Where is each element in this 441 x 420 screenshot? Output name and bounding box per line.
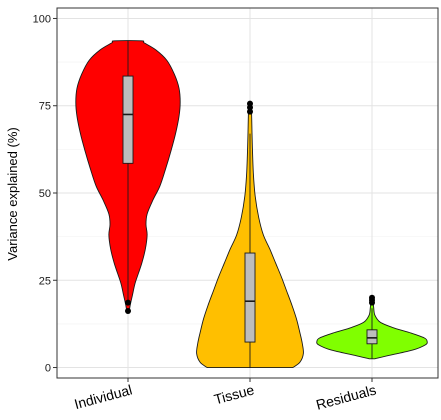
outlier-point	[247, 108, 253, 115]
outlier-point	[125, 299, 131, 306]
boxplots	[122, 40, 378, 368]
y-tick-label: 25	[39, 275, 51, 287]
box-individual	[122, 75, 134, 164]
y-axis-title: Variance explained (%)	[5, 127, 20, 260]
box-tissue	[244, 252, 256, 343]
y-tick-label: 100	[33, 13, 51, 25]
x-tick-label-individual: Individual	[72, 381, 133, 412]
box-residuals	[366, 329, 378, 345]
x-tick-label-residuals: Residuals	[314, 381, 378, 412]
outlier-points	[125, 100, 375, 314]
y-tick-label: 50	[39, 188, 51, 200]
outlier-point	[369, 294, 375, 301]
outlier-point	[247, 100, 253, 107]
outlier-point	[125, 307, 131, 314]
x-tick-label-tissue: Tissue	[212, 381, 256, 407]
y-tick-label: 0	[45, 363, 51, 375]
y-tick-label: 75	[39, 101, 51, 113]
